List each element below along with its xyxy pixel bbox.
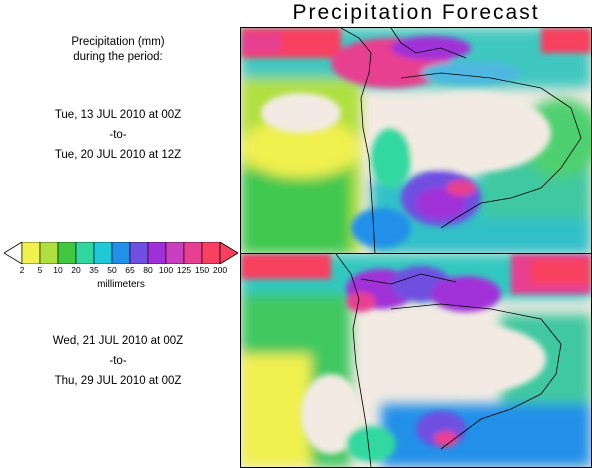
- period1-start: Tue, 13 JUL 2010 at 00Z: [54, 109, 182, 121]
- scale-swatch: [147, 242, 167, 264]
- color-scale-bar: [4, 242, 238, 264]
- legend-line-1: Precipitation (mm): [71, 36, 165, 48]
- scale-tick-label: 80: [143, 265, 153, 275]
- scale-tick-label: 65: [125, 265, 135, 275]
- scale-tick-label: 35: [89, 265, 99, 275]
- scale-swatch: [57, 242, 77, 264]
- scale-tick-label: 200: [212, 265, 228, 275]
- forecast-map-period1: [240, 27, 592, 255]
- scale-swatch: [39, 242, 59, 264]
- period1-separator: -to-: [109, 129, 127, 141]
- color-scale: 2 5 10 20 35 50 65 80 100 125 150 200 millimeters: [4, 242, 238, 292]
- scale-swatch: [129, 242, 149, 264]
- scale-swatch: [183, 242, 203, 264]
- legend-panel: Precipitation (mm) during the period: Tu…: [0, 0, 238, 466]
- scale-swatch: [75, 242, 95, 264]
- scale-arrow-low: [4, 242, 23, 264]
- period2-start: Wed, 21 JUL 2010 at 00Z: [52, 335, 184, 347]
- scale-units: millimeters: [97, 279, 145, 290]
- forecast-map-period2: [240, 253, 592, 468]
- scale-tick-label: 150: [194, 265, 210, 275]
- scale-tick-label: 20: [71, 265, 81, 275]
- scale-tick-label: 2: [19, 265, 25, 275]
- scale-arrow-high: [219, 242, 238, 264]
- scale-tick-label: 50: [107, 265, 117, 275]
- period2-end: Thu, 29 JUL 2010 at 00Z: [54, 375, 182, 387]
- scale-swatch: [165, 242, 185, 264]
- scale-tick-label: 10: [53, 265, 63, 275]
- period2-separator: -to-: [109, 355, 127, 367]
- page-title: Precipitation Forecast: [292, 1, 540, 24]
- legend-line-2: during the period:: [73, 51, 163, 63]
- scale-swatch: [201, 242, 221, 264]
- period1-end: Tue, 20 JUL 2010 at 12Z: [54, 149, 182, 161]
- scale-tick-label: 125: [176, 265, 192, 275]
- scale-tick-label: 100: [158, 265, 174, 275]
- scale-swatch: [93, 242, 113, 264]
- scale-tick-label: 5: [37, 265, 43, 275]
- scale-swatch: [21, 242, 41, 264]
- scale-swatch: [111, 242, 131, 264]
